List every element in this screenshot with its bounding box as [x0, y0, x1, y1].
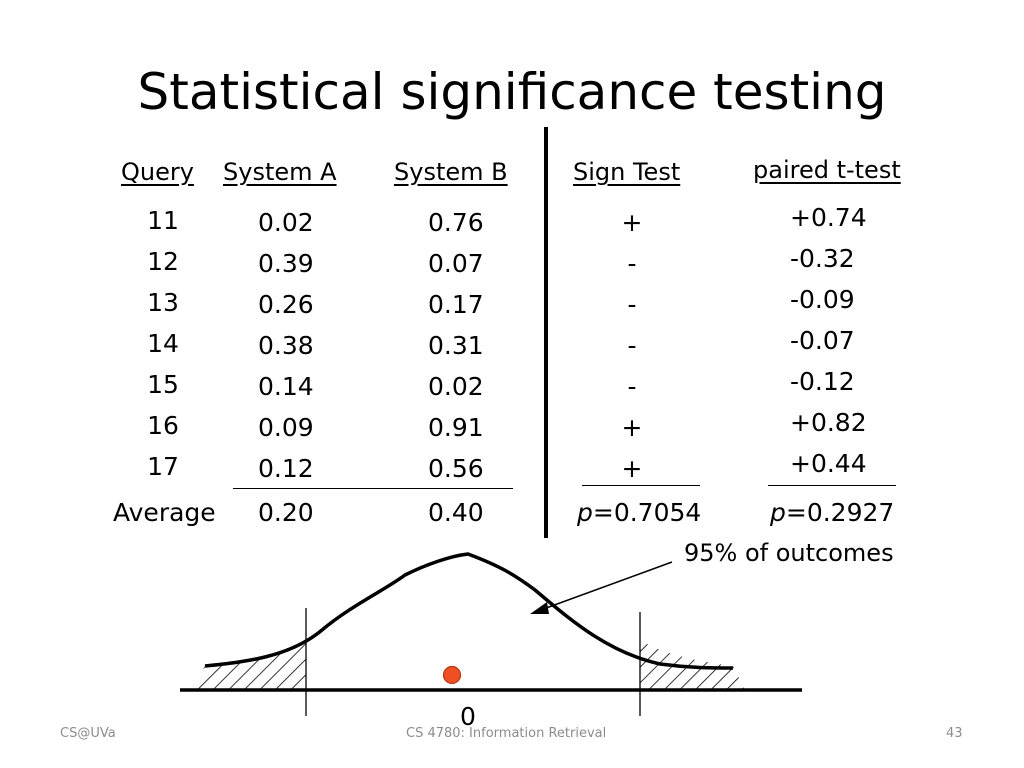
annotation-arrowhead [530, 602, 549, 614]
difference-cell: +0.74 [790, 203, 867, 232]
difference-cell: -0.07 [790, 326, 855, 355]
header-paired-t-test: paired t-test [753, 156, 901, 184]
observed-value-marker [442, 665, 462, 685]
sign-cell: + [621, 454, 643, 483]
system-b-cell: 0.17 [428, 290, 484, 319]
header-sign-test: Sign Test [573, 158, 681, 186]
sign-cell: - [627, 249, 637, 278]
ttest-p-value: p=0.2927 [770, 498, 894, 528]
system-b-cell: 0.31 [428, 331, 484, 360]
annotation-arrow-shaft [537, 561, 673, 612]
query-cell: 15 [147, 370, 179, 399]
system-a-cell: 0.39 [258, 249, 314, 278]
system-a-cell: 0.12 [258, 454, 314, 483]
footer-left: CS@UVa [60, 726, 116, 741]
difference-cell: -0.12 [790, 367, 855, 396]
average-rule-sign [582, 485, 700, 486]
average-label: Average [113, 498, 216, 527]
header-system-b: System B [394, 158, 508, 186]
p-symbol: p [577, 498, 593, 527]
system-b-cell: 0.91 [428, 413, 484, 442]
system-a-cell: 0.38 [258, 331, 314, 360]
query-cell: 17 [147, 452, 179, 481]
difference-cell: +0.82 [790, 408, 867, 437]
system-a-cell: 0.09 [258, 413, 314, 442]
slide-number: 43 [946, 726, 963, 741]
p-symbol: p [770, 498, 786, 527]
system-a-cell: 0.26 [258, 290, 314, 319]
average-system-b: 0.40 [428, 498, 484, 527]
system-b-cell: 0.56 [428, 454, 484, 483]
difference-cell: -0.32 [790, 244, 855, 273]
footer-center: CS 4780: Information Retrieval [406, 726, 607, 741]
query-cell: 16 [147, 411, 179, 440]
sign-cell: - [627, 372, 637, 401]
query-cell: 11 [147, 206, 179, 235]
header-system-a: System A [223, 158, 337, 186]
slide-title: Statistical significance testing [137, 63, 887, 121]
system-b-cell: 0.07 [428, 249, 484, 278]
header-query: Query [121, 158, 194, 186]
sign-cell: - [627, 331, 637, 360]
outcomes-annotation: 95% of outcomes [684, 539, 894, 567]
ttest-p-number: =0.2927 [785, 498, 895, 527]
bell-curve [204, 552, 734, 670]
query-cell: 13 [147, 288, 179, 317]
sign-cell: - [627, 290, 637, 319]
average-system-a: 0.20 [258, 498, 314, 527]
column-divider [544, 127, 548, 538]
query-cell: 12 [147, 247, 179, 276]
system-b-cell: 0.76 [428, 208, 484, 237]
system-a-cell: 0.02 [258, 208, 314, 237]
difference-cell: -0.09 [790, 285, 855, 314]
axis-zero-label: 0 [460, 702, 476, 731]
sign-cell: + [621, 413, 643, 442]
sign-test-p-number: =0.7054 [592, 498, 702, 527]
sign-cell: + [621, 208, 643, 237]
query-cell: 14 [147, 329, 179, 358]
system-b-cell: 0.02 [428, 372, 484, 401]
system-a-cell: 0.14 [258, 372, 314, 401]
difference-cell: +0.44 [790, 449, 867, 478]
sign-test-p-value: p=0.7054 [577, 498, 701, 528]
average-rule-ttest [768, 485, 896, 486]
right-tail-hatch [640, 640, 745, 690]
average-rule-systems [233, 488, 513, 489]
